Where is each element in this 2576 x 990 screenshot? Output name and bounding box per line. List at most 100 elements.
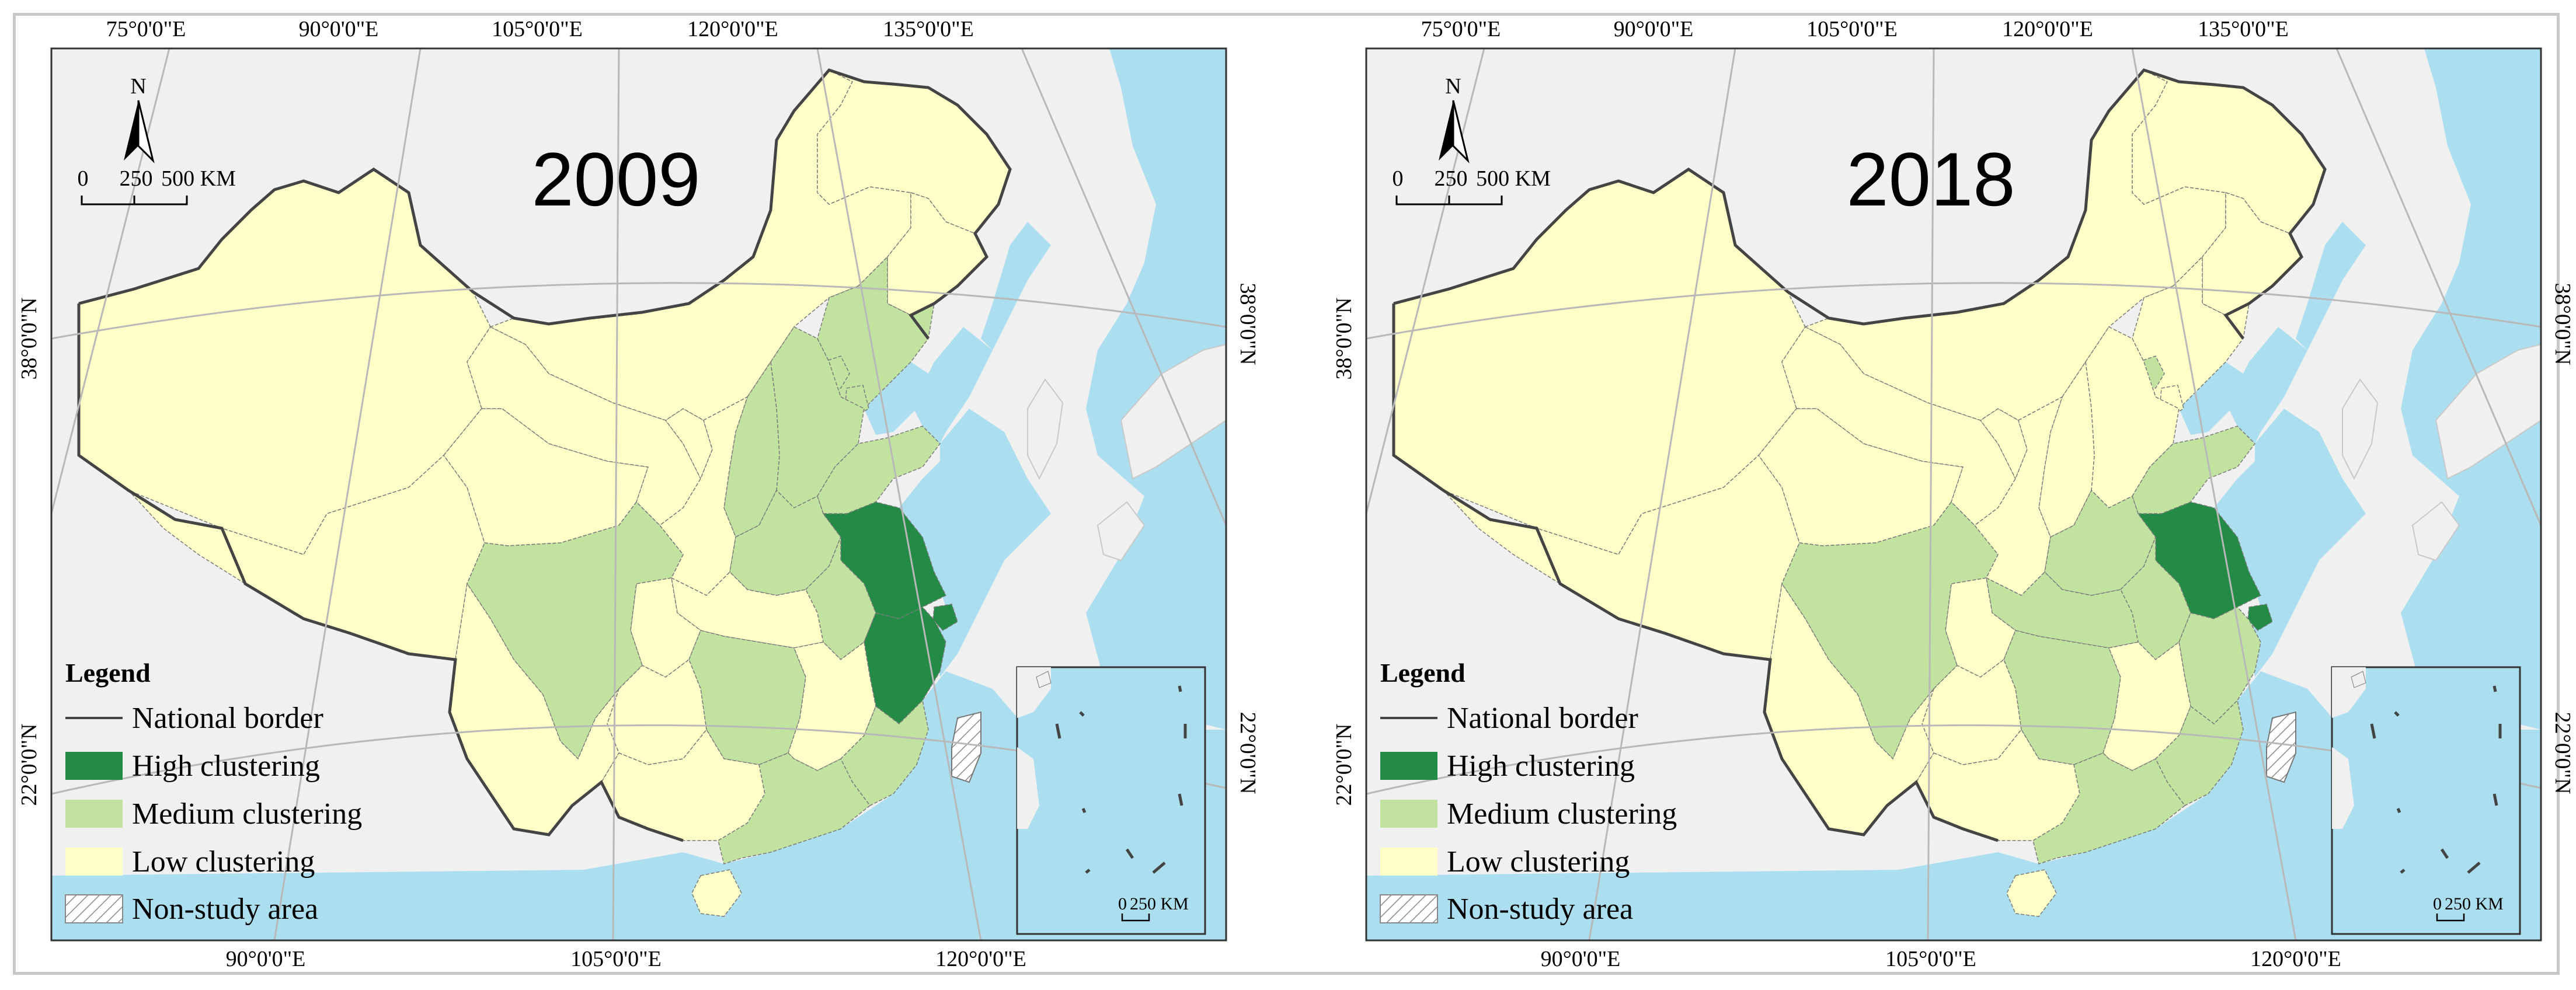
national-border	[1393, 68, 2327, 340]
scale-tick-label: 250	[1435, 166, 1468, 191]
province-jiangsu	[822, 501, 947, 619]
scale-bar: 0 250 500 KM	[78, 166, 236, 205]
graticule-label-right: 22°0'0"N	[2550, 712, 2575, 794]
legend-item-border: National border	[65, 702, 323, 735]
legend: Legend National border High clustering Medi…	[1380, 658, 1677, 926]
south-china-sea-inset: 0 250 KM	[2331, 666, 2521, 935]
neighbor-land	[2435, 343, 2541, 480]
province-shanghai	[932, 604, 958, 631]
province-hebei	[2085, 326, 2180, 508]
graticule-label-bottom: 105°0'0"E	[570, 947, 662, 971]
graticule-label-top: 135°0'0"E	[2198, 17, 2289, 41]
legend-item-label: Non-study area	[1447, 893, 1633, 926]
province-jiangsu	[2137, 501, 2262, 619]
neighbor-land	[2342, 378, 2379, 480]
neighbor-land	[1120, 343, 1226, 480]
inset-scale-tick: 250 KM	[2445, 894, 2504, 914]
neighbor-land	[2411, 501, 2460, 562]
graticule-label-top: 75°0'0"E	[1421, 17, 1501, 41]
graticule-label-left: 38°0'0"N	[1332, 298, 1356, 380]
graticule-label-bottom: 90°0'0"E	[1541, 947, 1621, 971]
legend-item-label: Low clustering	[132, 845, 315, 879]
graticule-label-bottom: 105°0'0"E	[1885, 947, 1976, 971]
graticule-label-bottom: 120°0'0"E	[935, 947, 1026, 971]
graticule-label-top: 105°0'0"E	[1806, 17, 1898, 41]
scale-tick-label: 0	[78, 166, 89, 191]
graticule-label-top: 75°0'0"E	[106, 17, 186, 41]
graticule-label-top: 135°0'0"E	[883, 17, 974, 41]
legend-item-label: Medium clustering	[1447, 797, 1677, 831]
legend-item-nonstudy: Non-study area	[65, 893, 318, 926]
legend-item-label: Low clustering	[1447, 845, 1630, 879]
inset-scale-tick: 250 KM	[1130, 894, 1189, 914]
north-arrow-icon: N	[124, 74, 155, 163]
province-shandong	[2132, 426, 2255, 514]
north-arrow-icon: N	[1439, 74, 1470, 163]
province-fujian	[2155, 699, 2244, 806]
legend-item-low: Low clustering	[1380, 845, 1630, 879]
year-label: 2018	[1846, 137, 2015, 222]
inset-scale-bar: 0 250 KM	[2433, 894, 2504, 922]
national-border	[77, 304, 684, 842]
graticule-label-top: 120°0'0"E	[2002, 17, 2093, 41]
sea-area	[2214, 409, 2366, 677]
legend-title: Legend	[65, 658, 151, 688]
legend-item-medium: Medium clustering	[65, 797, 362, 831]
graticule-label-bottom: 90°0'0"E	[226, 947, 306, 971]
legend-item-high: High clustering	[1380, 750, 1635, 783]
province-guangdong	[718, 752, 871, 864]
graticule	[1366, 48, 2541, 940]
legend-item-label: Non-study area	[132, 893, 318, 926]
legend-item-nonstudy: Non-study area	[1380, 893, 1633, 926]
inset-scale-tick: 0	[2433, 894, 2442, 914]
sea-area	[1366, 671, 2541, 940]
inset-scale-bar: 0 250 KM	[1118, 894, 1189, 922]
inset-scale-tick: 0	[1118, 894, 1127, 914]
legend-item-border: National border	[1380, 702, 1638, 735]
province-hainan	[2006, 869, 2057, 917]
legend-item-label: National border	[1447, 702, 1638, 735]
sea-area	[2296, 222, 2366, 350]
scale-bar: 0 250 500 KM	[1393, 166, 1551, 205]
legend-item-high: High clustering	[65, 750, 320, 783]
graticule-label-top: 120°0'0"E	[687, 17, 778, 41]
province-shandong	[817, 426, 941, 514]
scale-tick-label: 250	[120, 166, 153, 191]
legend-item-label: High clustering	[1447, 750, 1635, 783]
legend-title: Legend	[1380, 658, 1465, 688]
svg-text:N: N	[1445, 74, 1461, 99]
sea-area	[864, 362, 928, 435]
svg-text:N: N	[130, 74, 146, 99]
scale-tick-label: 500 KM	[1476, 166, 1551, 191]
province-hubei	[671, 571, 824, 649]
taiwan-nonstudy	[951, 711, 981, 783]
map-neatline	[1365, 47, 2542, 942]
map-neatline	[50, 47, 1227, 942]
graticule-label-left: 38°0'0"N	[17, 298, 41, 380]
year-label: 2009	[531, 137, 700, 222]
legend-item-medium: Medium clustering	[1380, 797, 1677, 831]
map-panel-2018: 0 250 KM 75°0'0"E 90°0'0"E 105°0'0"E 120°0'0"…	[1315, 0, 2576, 990]
taiwan-nonstudy	[2266, 711, 2296, 783]
scale-tick-label: 0	[1393, 166, 1404, 191]
sea-area	[981, 222, 1051, 350]
province-fujian	[840, 699, 929, 806]
graticule-label-top: 90°0'0"E	[299, 17, 379, 41]
scale-tick-label: 500 KM	[161, 166, 236, 191]
sea-area	[2179, 362, 2243, 435]
neighbor-land	[1096, 501, 1146, 562]
graticule-label-left: 22°0'0"N	[17, 724, 41, 806]
legend-item-low: Low clustering	[65, 845, 315, 879]
graticule-label-right: 38°0'0"N	[1235, 283, 1260, 365]
province-hebei	[770, 326, 865, 508]
south-china-sea-inset: 0 250 KM	[1016, 666, 1206, 935]
graticule-label-right: 22°0'0"N	[1235, 712, 1260, 794]
graticule-label-right: 38°0'0"N	[2550, 283, 2575, 365]
province-hubei	[1986, 571, 2139, 649]
map-panel-2009: 0 250 KM 75°0'0"E 90°0'0"E 105°0'0"E 120°0'0"…	[0, 0, 1282, 990]
legend-item-label: Medium clustering	[132, 797, 362, 831]
neighbor-land	[1027, 378, 1064, 480]
sea-area	[899, 409, 1051, 677]
